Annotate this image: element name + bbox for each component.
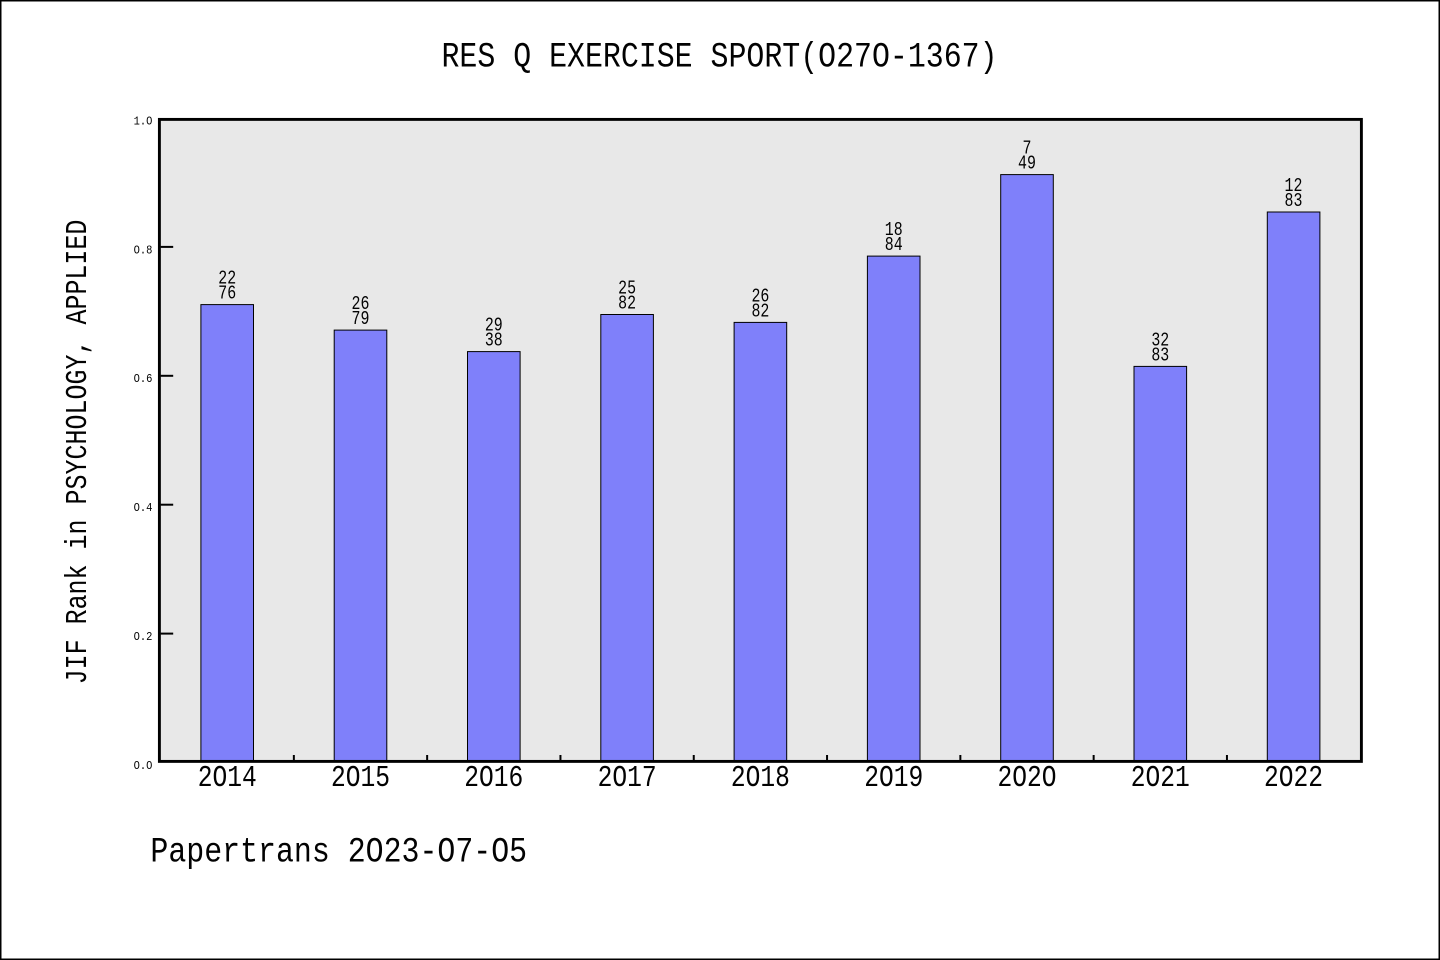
svg-text:2O21: 2O21 — [1131, 762, 1190, 796]
svg-text:18: 18 — [885, 221, 903, 242]
svg-text:82: 82 — [751, 302, 769, 323]
svg-text:49: 49 — [1018, 154, 1036, 175]
svg-text:O.4: O.4 — [134, 502, 153, 515]
svg-text:22: 22 — [218, 269, 236, 290]
svg-text:O.O: O.O — [134, 760, 153, 773]
svg-text:26: 26 — [751, 287, 769, 308]
svg-text:2O16: 2O16 — [464, 762, 523, 796]
svg-text:O.6: O.6 — [134, 374, 153, 387]
svg-text:7: 7 — [1023, 139, 1032, 160]
svg-text:2O17: 2O17 — [598, 762, 657, 796]
svg-text:O.8: O.8 — [134, 245, 153, 258]
svg-text:2O2O: 2O2O — [997, 762, 1056, 796]
svg-text:25: 25 — [618, 279, 636, 300]
svg-text:83: 83 — [1151, 346, 1169, 367]
svg-text:2O22: 2O22 — [1264, 762, 1323, 796]
svg-text:2O14: 2O14 — [198, 762, 257, 796]
svg-text:O.2: O.2 — [134, 631, 153, 644]
svg-text:38: 38 — [485, 331, 503, 352]
svg-text:JIF Rank in PSYCHOLOGY, APPLIE: JIF Rank in PSYCHOLOGY, APPLIED — [62, 220, 96, 685]
svg-text:Papertrans 2O23-O7-O5: Papertrans 2O23-O7-O5 — [150, 832, 527, 872]
svg-text:83: 83 — [1285, 192, 1303, 213]
svg-text:2O19: 2O19 — [864, 762, 923, 796]
svg-text:1.O: 1.O — [134, 116, 153, 129]
svg-text:82: 82 — [618, 294, 636, 315]
svg-text:2O15: 2O15 — [331, 762, 390, 796]
svg-text:84: 84 — [885, 236, 903, 257]
svg-text:12: 12 — [1285, 177, 1303, 198]
svg-text:2O18: 2O18 — [731, 762, 790, 796]
svg-text:32: 32 — [1151, 331, 1169, 352]
svg-text:26: 26 — [352, 295, 370, 316]
svg-text:76: 76 — [218, 284, 236, 305]
svg-text:79: 79 — [352, 310, 370, 331]
svg-text:RES Q EXERCISE SPORT(O27O-1367: RES Q EXERCISE SPORT(O27O-1367) — [441, 37, 997, 77]
svg-text:29: 29 — [485, 316, 503, 337]
